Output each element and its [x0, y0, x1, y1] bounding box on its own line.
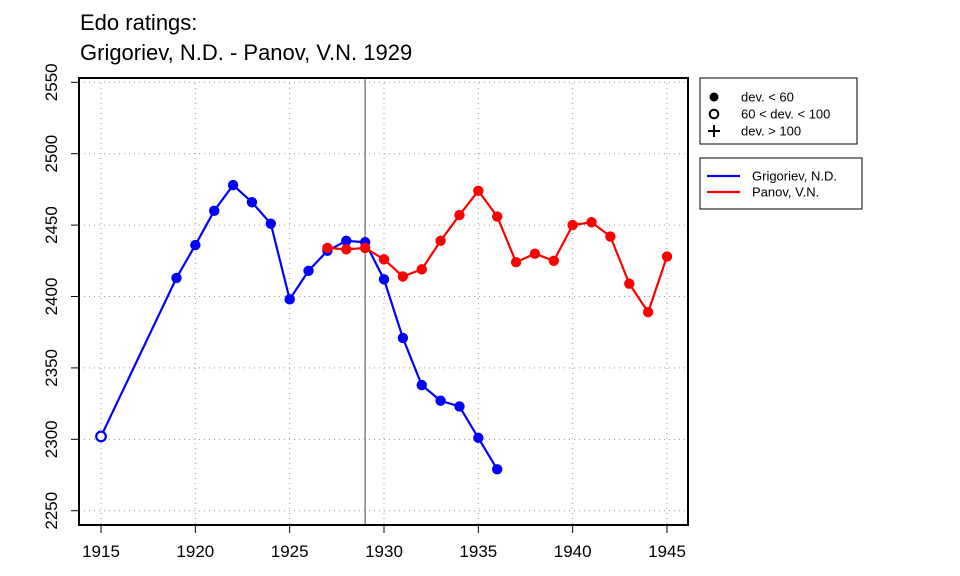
data-point — [378, 254, 390, 265]
data-point — [284, 294, 295, 305]
data-point — [567, 219, 578, 231]
x-tick-label: 1940 — [554, 542, 592, 561]
y-tick-label: 2550 — [42, 63, 61, 101]
legend-open-circle-icon — [708, 108, 720, 120]
data-point — [265, 218, 276, 229]
legends: dev. < 60 60 < dev. < 100 dev. > 100 Grigor… — [699, 77, 863, 210]
y-axis: 2250 2300 2350 2400 2450 2500 2550 — [42, 63, 80, 530]
x-tick-label: 1935 — [459, 542, 497, 561]
data-point — [341, 244, 352, 255]
y-tick-label: 2500 — [42, 135, 61, 173]
data-point — [454, 209, 465, 221]
data-point — [548, 255, 559, 266]
series-layer — [95, 179, 673, 475]
legend-filled-circle-icon — [709, 92, 719, 102]
data-point — [454, 401, 465, 412]
data-point — [322, 242, 333, 254]
data-point — [473, 185, 484, 197]
symbol-legend-label: 60 < dev. < 100 — [741, 107, 830, 122]
data-point — [605, 231, 616, 242]
legend-plus-icon — [708, 125, 720, 137]
x-tick-label: 1930 — [365, 542, 403, 561]
symbol-legend: dev. < 60 60 < dev. < 100 dev. > 100 — [699, 77, 858, 145]
y-tick-label: 2350 — [42, 349, 61, 387]
chart-title-line-2: Grigoriev, N.D. - Panov, V.N. 1929 — [80, 40, 413, 65]
data-point — [397, 271, 409, 282]
y-tick-label: 2450 — [42, 206, 61, 244]
series-legend-label: Grigoriev, N.D. — [752, 169, 837, 184]
data-point — [190, 239, 201, 251]
data-point — [95, 430, 107, 443]
data-point — [303, 265, 314, 276]
series-line — [327, 189, 669, 314]
data-point — [510, 257, 522, 268]
x-axis: 1915 1920 1925 1930 1935 1940 1945 — [82, 524, 686, 561]
series-line — [100, 184, 499, 470]
data-point — [209, 205, 220, 217]
chart-title-line-1: Edo ratings: — [80, 10, 198, 35]
data-point — [435, 235, 446, 247]
data-point — [492, 464, 503, 475]
data-point — [661, 251, 673, 262]
data-point — [586, 217, 597, 228]
data-point — [341, 235, 352, 247]
data-point — [416, 379, 427, 391]
x-tick-label: 1920 — [176, 542, 214, 561]
data-point — [171, 272, 182, 284]
series-legend-box — [699, 157, 863, 210]
x-tick-label: 1915 — [82, 542, 120, 561]
y-tick-label: 2300 — [42, 420, 61, 458]
data-point — [397, 332, 409, 344]
x-tick-label: 1945 — [648, 542, 686, 561]
data-point — [246, 197, 258, 208]
data-point — [359, 242, 371, 254]
series-grigoriev-n-d — [95, 179, 503, 475]
data-point — [435, 395, 446, 406]
series-panov-v-n — [322, 185, 673, 318]
data-point — [492, 211, 503, 222]
chart-title: Edo ratings: Grigoriev, N.D. - Panov, V.… — [80, 8, 412, 68]
y-tick-label: 2400 — [42, 278, 61, 316]
data-point — [378, 274, 390, 285]
series-legend-label: Panov, V.N. — [752, 185, 819, 200]
data-point — [642, 307, 654, 318]
data-point — [529, 248, 541, 259]
data-point — [416, 264, 427, 275]
data-point — [227, 179, 239, 191]
symbol-legend-label: dev. > 100 — [741, 124, 801, 139]
data-point — [624, 278, 635, 289]
symbol-legend-box — [699, 77, 858, 145]
plot-frame — [78, 77, 689, 526]
data-point — [473, 432, 484, 444]
grid-lines — [79, 78, 688, 525]
symbol-legend-label: dev. < 60 — [741, 90, 794, 105]
x-tick-label: 1925 — [271, 542, 309, 561]
series-legend: Grigoriev, N.D.Panov, V.N. — [699, 157, 863, 210]
y-tick-label: 2250 — [42, 492, 61, 530]
